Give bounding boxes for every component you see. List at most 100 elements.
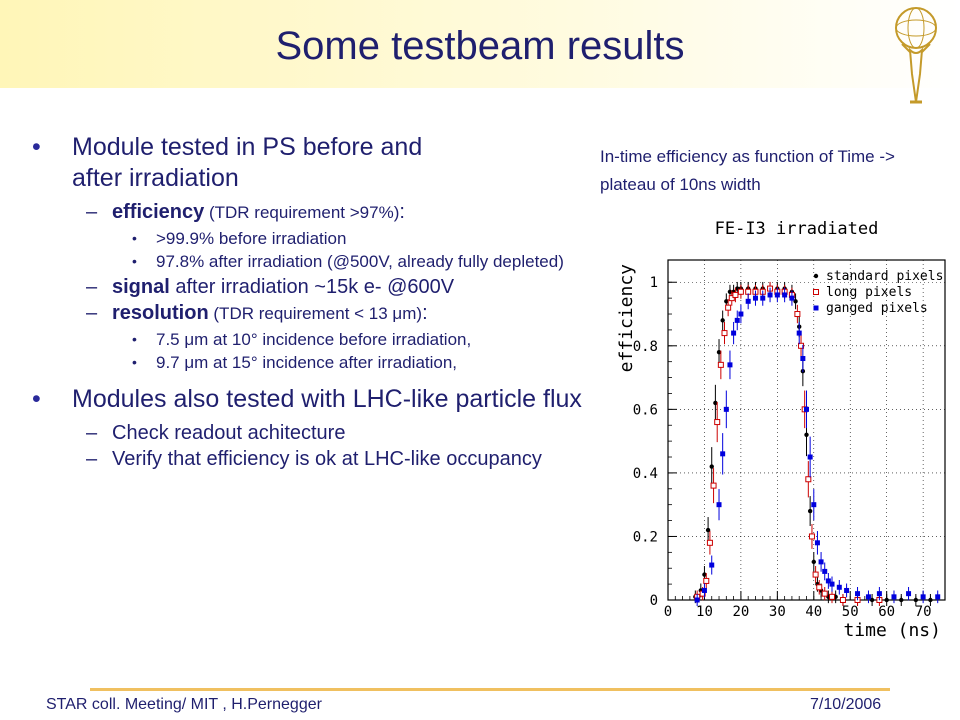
x-tick-label: 40 <box>805 604 822 620</box>
data-point <box>884 597 889 603</box>
y-axis-label: efficiency <box>616 264 637 373</box>
bullet-lhc-flux: • Modules also tested with LHC-like part… <box>32 385 582 413</box>
data-point <box>724 299 729 304</box>
data-point <box>774 292 780 298</box>
y-tick-label: 1 <box>650 275 658 291</box>
y-tick-label: 0.4 <box>633 466 658 482</box>
data-point <box>694 597 700 603</box>
data-point <box>822 568 828 574</box>
data-point <box>725 304 732 311</box>
data-point <box>935 594 941 600</box>
data-point <box>855 591 861 597</box>
x-tick-label: 70 <box>915 604 932 620</box>
data-point <box>844 587 850 593</box>
x-tick-label: 50 <box>842 604 859 620</box>
data-point <box>913 597 919 603</box>
sub-occupancy: – Verify that efficiency is ok at LHC-lik… <box>86 448 542 470</box>
res-item: • 7.5 μm at 10° incidence before irradiat… <box>132 330 472 349</box>
data-point <box>706 539 713 546</box>
data-point <box>720 451 726 457</box>
data-point <box>737 288 744 295</box>
data-point <box>760 295 766 301</box>
data-point <box>825 578 831 584</box>
data-point <box>702 572 707 577</box>
data-point <box>709 562 715 568</box>
data-point <box>811 559 816 565</box>
data-point <box>839 597 846 603</box>
data-point <box>727 289 733 294</box>
data-point <box>710 482 717 489</box>
data-point <box>703 577 710 584</box>
data-point <box>891 594 897 600</box>
sub-readout: – Check readout achitecture <box>86 422 346 444</box>
data-point <box>767 292 773 298</box>
y-tick-label: 0 <box>650 593 658 609</box>
data-point <box>811 502 817 508</box>
data-point <box>714 419 721 426</box>
data-point <box>752 295 758 301</box>
bullet-module-tested: • Module tested in PS before and after i… <box>32 133 423 192</box>
data-point <box>717 361 724 368</box>
sub-resolution: – resolution (TDR requirement < 13 μm): <box>86 302 428 324</box>
data-point <box>808 533 815 540</box>
atlas-logo <box>895 7 937 104</box>
data-point <box>794 311 801 318</box>
data-point <box>723 406 729 412</box>
legend-label: standard pixels <box>826 269 943 284</box>
data-point <box>928 597 933 603</box>
data-point <box>804 406 809 412</box>
data-point <box>906 591 912 597</box>
data-point <box>782 292 788 298</box>
eff-item: • 97.8% after irradiation (@500V, already… <box>132 252 564 271</box>
slide-body: • Module tested in PS before and after i… <box>32 132 602 473</box>
bullet-dot: • <box>32 133 41 161</box>
data-point <box>728 295 735 302</box>
bullet-dot: • <box>32 385 41 413</box>
y-tick-label: 0.6 <box>633 402 658 418</box>
x-tick-label: 30 <box>769 604 786 620</box>
data-point <box>800 356 806 362</box>
data-point <box>734 317 740 323</box>
sub-signal: – signal after irradiation ~15k e- @600V <box>86 276 455 298</box>
data-point <box>709 464 714 469</box>
data-point <box>821 590 828 597</box>
data-point <box>807 454 813 460</box>
data-point <box>716 349 722 355</box>
eff-item: • >99.9% before irradiation <box>132 229 347 248</box>
data-point <box>816 584 823 591</box>
data-point <box>705 527 711 533</box>
data-point <box>804 432 809 437</box>
legend-label: long pixels <box>826 285 912 300</box>
chart-caption: In-time efficiency as function of Time -… <box>600 147 895 194</box>
data-point <box>814 540 820 546</box>
data-point <box>793 299 798 304</box>
data-point <box>812 571 819 578</box>
x-tick-label: 0 <box>664 604 672 620</box>
data-point <box>732 291 739 298</box>
sub-efficiency: – efficiency (TDR requirement >97%): <box>86 201 405 223</box>
data-point <box>720 318 725 323</box>
x-tick-label: 10 <box>696 604 713 620</box>
data-point <box>869 597 875 603</box>
legend-marker <box>813 305 819 311</box>
chart-title: FE-I3 irradiated <box>715 219 879 239</box>
efficiency-chart: FE-I3 irradiated 0 10 20 30 40 50 60 70 0 0.2 0.4 0.… <box>616 219 946 641</box>
legend-marker <box>813 273 819 279</box>
data-point <box>789 295 795 301</box>
x-axis-label: time (ns) <box>843 620 941 641</box>
data-point <box>798 342 805 349</box>
x-tick-label: 20 <box>732 604 749 620</box>
legend-marker <box>813 289 819 295</box>
data-point <box>836 584 842 590</box>
res-item: • 9.7 μm at 15° incidence after irradiati… <box>132 353 458 372</box>
data-point <box>716 502 722 508</box>
footer-author: STAR coll. Meeting/ MIT , H.Pernegger <box>46 696 322 713</box>
data-point <box>721 330 728 337</box>
legend-label: ganged pixels <box>826 301 928 316</box>
y-tick-label: 0.8 <box>633 339 658 355</box>
data-point <box>796 330 802 336</box>
data-point <box>701 587 707 593</box>
slide-title: Some testbeam results <box>275 24 685 68</box>
data-point <box>713 400 718 406</box>
x-tick-label: 60 <box>878 604 895 620</box>
